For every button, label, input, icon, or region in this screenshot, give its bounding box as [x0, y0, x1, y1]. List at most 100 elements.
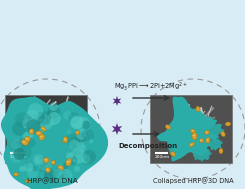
Polygon shape	[202, 117, 215, 126]
Circle shape	[70, 148, 86, 164]
Circle shape	[81, 154, 90, 163]
Ellipse shape	[189, 142, 195, 147]
Ellipse shape	[190, 129, 196, 133]
Ellipse shape	[52, 162, 54, 163]
Text: Decomposition: Decomposition	[118, 143, 178, 149]
Text: 200nm: 200nm	[155, 155, 170, 159]
Ellipse shape	[21, 139, 28, 145]
Ellipse shape	[58, 165, 64, 170]
Ellipse shape	[25, 136, 30, 142]
Circle shape	[63, 163, 69, 169]
Circle shape	[13, 148, 25, 160]
Ellipse shape	[192, 135, 195, 136]
Polygon shape	[182, 114, 195, 123]
Circle shape	[83, 150, 96, 163]
Ellipse shape	[190, 144, 192, 145]
Ellipse shape	[192, 132, 197, 140]
Circle shape	[27, 129, 33, 135]
Ellipse shape	[206, 139, 208, 141]
Circle shape	[78, 144, 86, 152]
Ellipse shape	[42, 128, 44, 129]
Circle shape	[79, 132, 89, 142]
Ellipse shape	[36, 131, 43, 136]
Circle shape	[10, 151, 22, 163]
Circle shape	[58, 164, 64, 170]
Circle shape	[76, 141, 85, 150]
Circle shape	[68, 112, 80, 123]
Ellipse shape	[62, 138, 68, 143]
Circle shape	[44, 168, 55, 179]
Circle shape	[13, 145, 20, 152]
Circle shape	[53, 169, 62, 178]
Circle shape	[72, 158, 76, 162]
Ellipse shape	[206, 131, 207, 133]
Ellipse shape	[196, 106, 200, 112]
Circle shape	[69, 137, 81, 149]
Circle shape	[23, 132, 31, 140]
Circle shape	[22, 119, 31, 129]
Circle shape	[9, 139, 21, 151]
Polygon shape	[207, 138, 223, 150]
Circle shape	[38, 157, 52, 171]
Circle shape	[77, 117, 87, 127]
Circle shape	[12, 122, 26, 136]
Circle shape	[28, 103, 43, 118]
Circle shape	[66, 133, 80, 147]
Circle shape	[80, 134, 88, 142]
Circle shape	[49, 102, 58, 111]
Circle shape	[34, 110, 39, 114]
Ellipse shape	[37, 132, 40, 134]
Circle shape	[24, 115, 36, 127]
Circle shape	[15, 112, 30, 127]
Ellipse shape	[206, 137, 210, 143]
Circle shape	[74, 166, 80, 172]
Circle shape	[63, 111, 72, 120]
Ellipse shape	[23, 141, 25, 143]
Ellipse shape	[44, 157, 49, 163]
FancyBboxPatch shape	[150, 95, 232, 163]
Text: HRP@3D DNA: HRP@3D DNA	[27, 177, 77, 184]
Ellipse shape	[221, 131, 225, 137]
Circle shape	[66, 152, 74, 160]
Circle shape	[46, 110, 59, 123]
Circle shape	[10, 138, 22, 150]
Polygon shape	[113, 96, 121, 106]
Circle shape	[59, 174, 64, 179]
Circle shape	[32, 112, 45, 124]
Ellipse shape	[225, 122, 231, 126]
Circle shape	[24, 110, 39, 125]
Ellipse shape	[26, 138, 28, 139]
Circle shape	[71, 116, 83, 128]
Ellipse shape	[171, 152, 175, 156]
Ellipse shape	[47, 169, 49, 170]
Text: Collapsed HRP@3D DNA: Collapsed HRP@3D DNA	[153, 177, 233, 184]
Ellipse shape	[26, 179, 31, 183]
Polygon shape	[200, 122, 224, 143]
Circle shape	[55, 166, 66, 177]
Ellipse shape	[51, 160, 55, 165]
Ellipse shape	[59, 167, 61, 168]
Text: Mg$_3$PPi$\longrightarrow$2Pi+2Mg$^{2+}$: Mg$_3$PPi$\longrightarrow$2Pi+2Mg$^{2+}$	[114, 81, 188, 93]
Circle shape	[33, 154, 44, 165]
Circle shape	[82, 129, 94, 141]
Circle shape	[28, 116, 32, 120]
Circle shape	[61, 174, 69, 181]
Circle shape	[19, 139, 25, 146]
Ellipse shape	[191, 130, 194, 131]
Circle shape	[71, 115, 84, 128]
Polygon shape	[167, 139, 184, 155]
Circle shape	[81, 150, 96, 165]
Circle shape	[32, 118, 47, 133]
Ellipse shape	[66, 158, 72, 166]
Ellipse shape	[63, 139, 66, 140]
Text: 200 nm: 200 nm	[10, 155, 26, 159]
FancyBboxPatch shape	[5, 95, 87, 163]
Ellipse shape	[45, 159, 47, 160]
Ellipse shape	[13, 173, 18, 176]
Circle shape	[17, 138, 26, 147]
Circle shape	[25, 163, 30, 167]
Circle shape	[37, 157, 48, 167]
Polygon shape	[190, 147, 212, 162]
Polygon shape	[157, 97, 219, 161]
Circle shape	[89, 139, 94, 143]
